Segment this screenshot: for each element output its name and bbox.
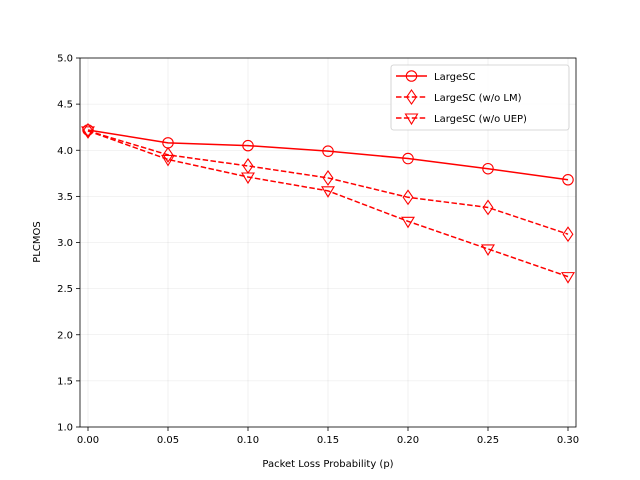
series-1 — [82, 124, 574, 186]
y-axis: 1.0 1.5 2.0 2.5 3.0 3.5 4.0 4.5 5.0 — [57, 54, 80, 434]
legend-marker-2 — [406, 89, 417, 105]
y-tick-label: 3.5 — [57, 192, 73, 203]
y-tick-label: 2.5 — [57, 284, 73, 295]
y-axis-label: PLCMOS — [32, 221, 43, 262]
data-point — [322, 169, 334, 186]
y-tick-label: 1.0 — [57, 423, 73, 434]
y-tick-label: 3.0 — [57, 238, 73, 249]
data-point — [161, 154, 175, 167]
legend-box — [390, 64, 570, 131]
x-tick-label: 0.20 — [397, 435, 419, 446]
legend-marker-1 — [405, 70, 418, 82]
x-tick-label: 0.30 — [557, 435, 579, 446]
data-point — [402, 152, 414, 165]
legend-label-2: LargeSC (w/o LM) — [434, 93, 522, 104]
x-tick-label: 0.15 — [317, 435, 339, 446]
y-tick-label: 2.0 — [57, 330, 73, 341]
series-line — [87, 130, 569, 235]
data-point — [561, 272, 575, 284]
x-tick-label: 0.05 — [157, 435, 179, 446]
y-tick-label: 5.0 — [57, 54, 73, 65]
data-point — [241, 172, 255, 185]
legend-label-3: LargeSC (w/o UEP) — [434, 114, 527, 125]
y-tick-label: 4.5 — [57, 100, 73, 111]
y-tick-label: 1.5 — [57, 376, 73, 387]
x-tick-label: 0.25 — [477, 435, 499, 446]
data-point — [482, 162, 494, 175]
data-point — [322, 145, 334, 157]
data-point — [481, 244, 495, 257]
data-point — [401, 216, 415, 229]
x-tick-label: 0.10 — [237, 435, 259, 446]
data-point — [562, 174, 574, 186]
y-tick-label: 4.0 — [57, 146, 73, 157]
x-tick-label: 0.00 — [77, 435, 99, 446]
series-line — [87, 130, 569, 278]
legend-label-1: LargeSC — [434, 72, 475, 83]
x-axis-label: Packet Loss Probability (p) — [262, 459, 393, 470]
data-point — [162, 146, 174, 163]
data-point — [321, 186, 335, 198]
data-point — [482, 199, 494, 216]
legend-marker-3 — [404, 113, 419, 126]
series-3 — [81, 126, 575, 284]
legend: LargeSC LargeSC (w/o LM) LargeSC (w/o UEP) — [390, 64, 570, 131]
x-axis: 0.00 0.05 0.10 0.15 0.20 0.25 0.30 — [77, 427, 579, 446]
data-point — [242, 139, 254, 152]
data-point — [81, 126, 95, 138]
data-point — [562, 226, 574, 243]
series-line — [87, 129, 569, 181]
series-group — [81, 122, 575, 284]
data-point — [402, 189, 414, 206]
